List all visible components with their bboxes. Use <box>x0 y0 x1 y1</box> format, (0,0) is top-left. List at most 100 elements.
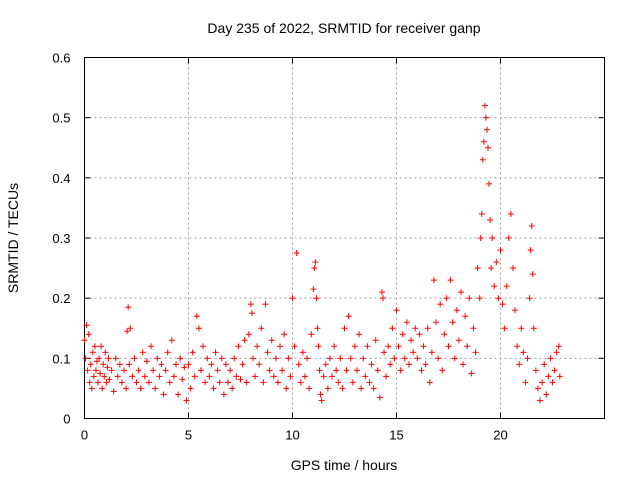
data-point <box>351 343 358 350</box>
data-point <box>104 364 111 371</box>
data-point <box>420 343 427 350</box>
data-point <box>477 235 484 241</box>
data-point <box>527 247 534 254</box>
x-tick-label: 10 <box>285 428 299 443</box>
data-point <box>507 210 514 217</box>
data-point <box>478 210 485 217</box>
data-point <box>543 391 550 398</box>
data-point <box>401 355 408 362</box>
data-point <box>106 376 113 383</box>
data-point <box>481 102 488 109</box>
y-axis-label: SRMTID / TECUs <box>5 183 21 293</box>
data-point <box>505 235 512 241</box>
data-point <box>254 343 261 350</box>
data-point <box>439 367 446 374</box>
data-point <box>229 385 236 392</box>
data-point <box>220 391 227 398</box>
data-point <box>121 367 128 374</box>
data-point <box>245 331 252 338</box>
data-point <box>482 114 489 121</box>
data-point <box>474 265 481 272</box>
data-point <box>485 144 492 151</box>
data-point <box>368 361 375 368</box>
data-point <box>287 373 294 380</box>
data-point <box>470 325 477 332</box>
data-point <box>403 319 410 326</box>
data-point <box>88 385 95 392</box>
data-point <box>449 319 456 326</box>
data-point <box>479 156 486 163</box>
data-point <box>541 361 548 368</box>
data-point <box>277 343 284 350</box>
data-point <box>99 385 106 392</box>
data-point <box>135 367 142 374</box>
plot-frame <box>84 57 605 419</box>
x-axis-label: GPS time / hours <box>291 457 398 473</box>
data-point <box>329 373 336 380</box>
data-point <box>362 373 369 380</box>
data-point <box>395 343 402 350</box>
data-point <box>489 235 496 241</box>
data-point <box>480 138 487 145</box>
data-point <box>397 367 404 374</box>
data-point <box>426 379 433 386</box>
data-point <box>202 379 209 386</box>
data-point <box>108 367 115 374</box>
data-point <box>168 337 175 344</box>
data-point <box>87 361 94 368</box>
data-point <box>312 259 319 266</box>
data-point <box>399 331 406 338</box>
data-point <box>376 394 383 401</box>
data-point <box>487 216 494 223</box>
data-point <box>460 361 467 368</box>
data-point <box>216 379 223 386</box>
data-point <box>345 313 352 320</box>
data-point <box>270 373 277 380</box>
data-point <box>314 325 321 332</box>
data-point <box>331 343 338 350</box>
data-point <box>124 328 131 335</box>
data-point <box>295 361 302 368</box>
x-tick-label: 15 <box>389 428 403 443</box>
data-point <box>148 343 155 350</box>
data-point <box>370 385 377 392</box>
data-point <box>301 373 308 380</box>
data-point <box>324 385 331 392</box>
data-point <box>412 325 419 332</box>
data-point <box>90 373 97 380</box>
data-point <box>260 379 267 386</box>
data-point <box>204 355 211 362</box>
data-point <box>476 295 483 302</box>
data-point <box>252 373 259 380</box>
data-point <box>530 325 537 332</box>
data-point <box>118 379 125 386</box>
data-point <box>91 343 98 350</box>
data-point <box>532 367 539 374</box>
data-point <box>206 373 213 380</box>
data-point <box>164 349 171 356</box>
data-point <box>96 355 103 362</box>
data-point <box>131 355 138 362</box>
data-point <box>214 367 221 374</box>
data-point <box>528 222 535 229</box>
data-point <box>145 379 152 386</box>
data-point <box>102 349 109 356</box>
data-point <box>101 373 108 380</box>
x-tick-label: 0 <box>81 428 88 443</box>
data-point <box>187 385 194 392</box>
data-point <box>274 379 281 386</box>
data-point <box>179 376 186 383</box>
data-point <box>529 271 536 278</box>
data-point <box>177 355 184 362</box>
data-point <box>189 349 196 356</box>
y-tick-label: 0.3 <box>52 231 70 246</box>
data-point <box>468 370 475 377</box>
data-point <box>486 180 493 187</box>
data-point <box>514 343 521 350</box>
data-point <box>337 355 344 362</box>
data-point <box>89 349 96 356</box>
data-point <box>443 295 450 302</box>
data-point <box>129 373 136 380</box>
data-point <box>491 283 498 290</box>
data-point <box>103 379 110 386</box>
